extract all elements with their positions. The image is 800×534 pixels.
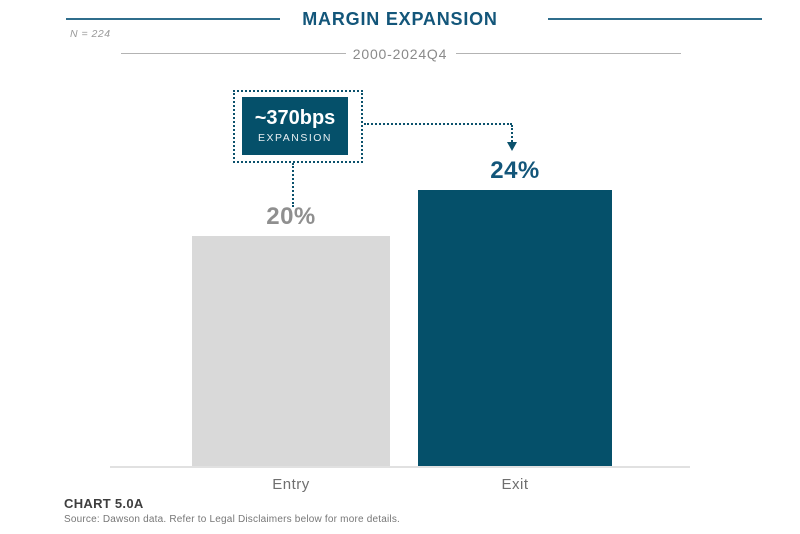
category-label-exit: Exit [501, 476, 529, 493]
annotation-value: ~370bps [254, 107, 336, 129]
chart-id-label: CHART 5.0A [64, 496, 144, 511]
chart-subtitle: 2000-2024Q4 [352, 46, 448, 62]
title-rule-left [66, 18, 280, 20]
annotation-dotted-outline [233, 90, 363, 163]
subtitle-rule-right [456, 53, 681, 54]
x-axis-baseline [110, 466, 690, 468]
subtitle-rule-left [121, 53, 346, 54]
arrow-down-icon [507, 142, 517, 151]
sample-size-label: N = 224 [70, 28, 111, 40]
annotation-connector-horizontal [364, 123, 512, 125]
annotation-connector-vertical-right [511, 125, 513, 142]
title-rule-right [548, 18, 762, 20]
bar-exit [418, 190, 612, 467]
annotation-callout: ~370bps EXPANSION [242, 97, 348, 155]
bar-value-label-exit: 24% [490, 157, 540, 184]
chart-title: MARGIN EXPANSION [302, 9, 498, 29]
annotation-label: EXPANSION [258, 132, 332, 144]
annotation-connector-vertical-left [292, 163, 294, 207]
bar-value-label-entry: 20% [266, 203, 316, 230]
bar-entry [192, 236, 390, 467]
category-label-entry: Entry [272, 476, 310, 493]
source-note: Source: Dawson data. Refer to Legal Disc… [64, 514, 401, 525]
